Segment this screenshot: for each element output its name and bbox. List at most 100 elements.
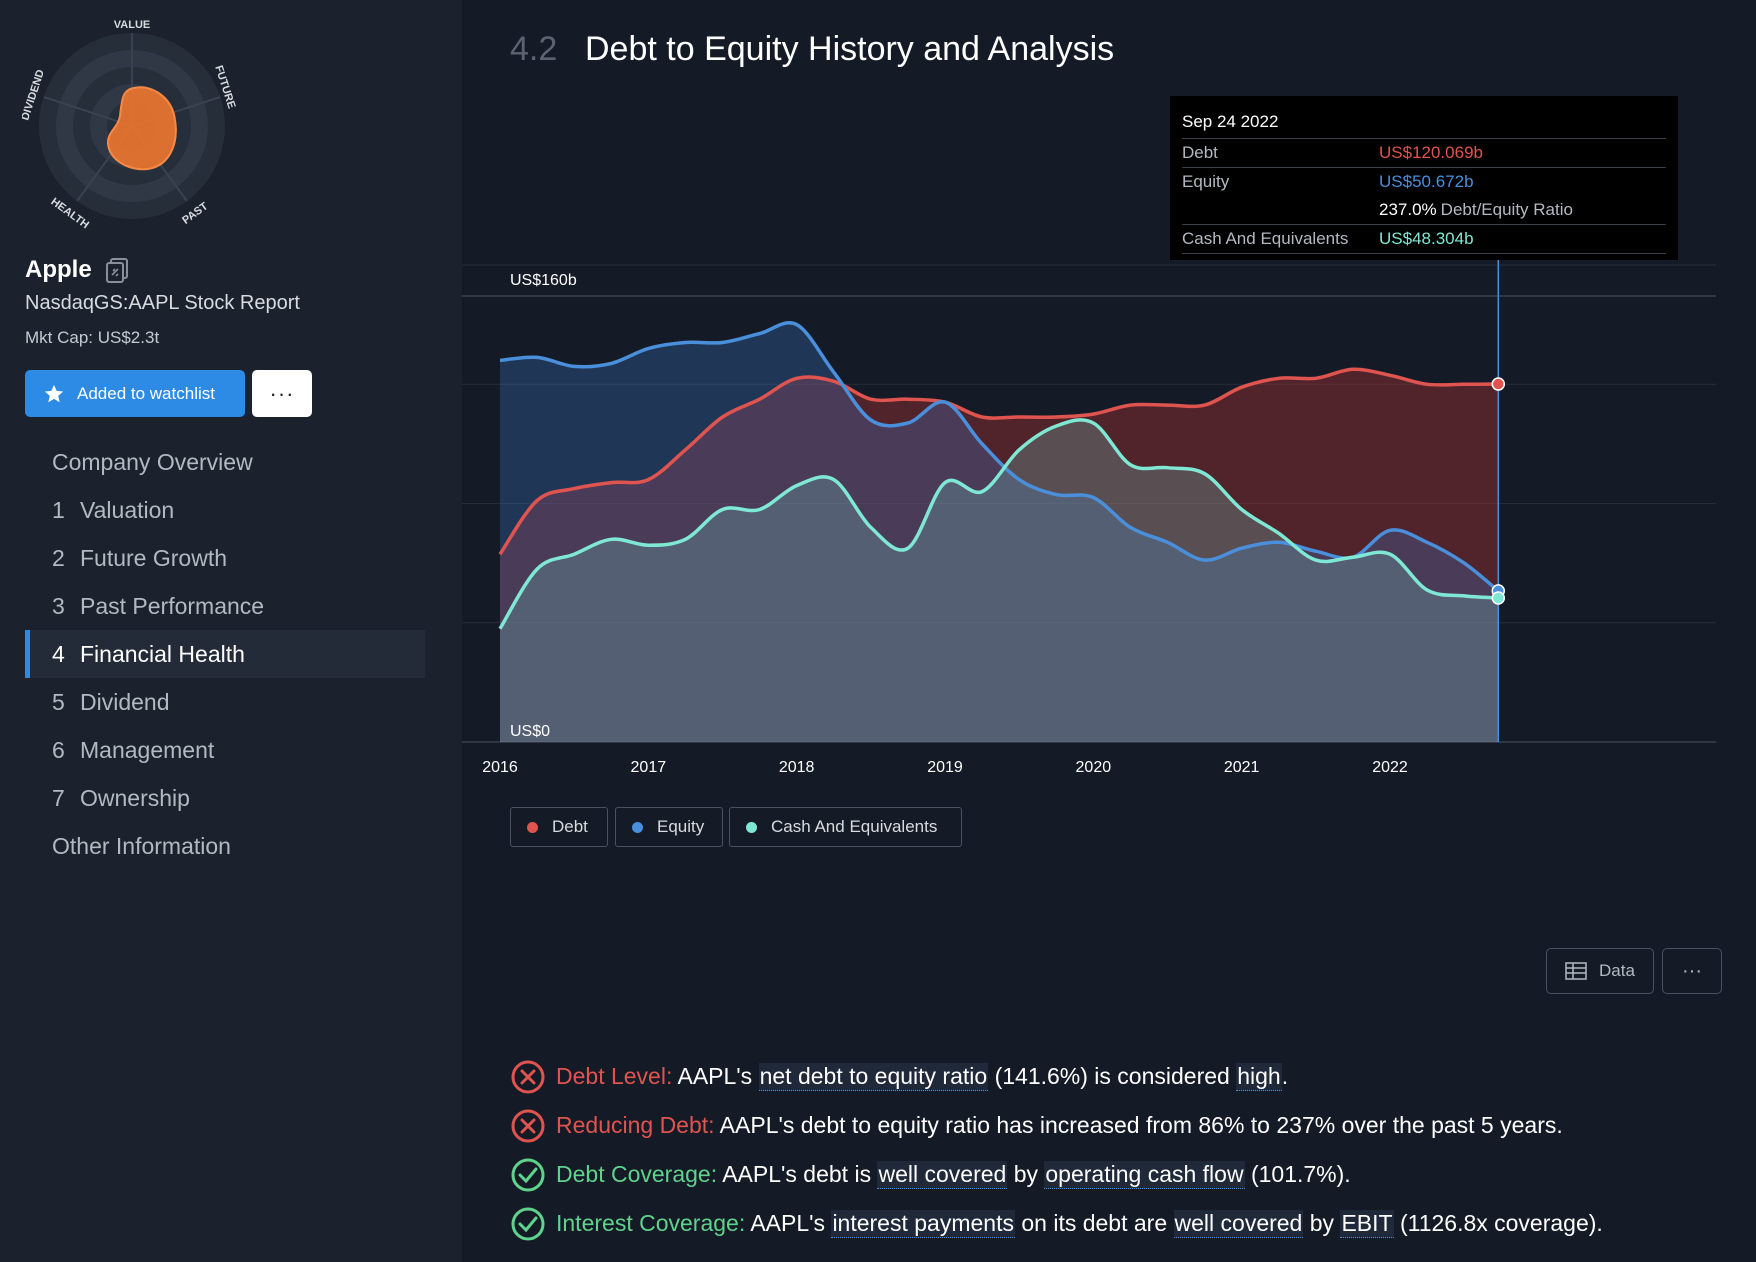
nav-item-number: 5 [52,688,65,715]
chart-more-button[interactable]: ··· [1662,948,1722,994]
check-text: AAPL's debt is [717,1161,878,1187]
x-circle-icon [511,1109,545,1142]
nav-item-label: Future Growth [80,544,227,571]
tooltip-ratio-value: 237.0% [1379,200,1437,219]
data-table-button[interactable]: Data [1546,948,1654,994]
check-text: by [1007,1161,1045,1187]
nav-item-number: 1 [52,496,65,523]
nav-item-number: 2 [52,544,65,571]
tooltip-debt-value: US$120.069b [1379,143,1483,162]
check-label: Reducing Debt: [556,1112,715,1138]
check-circle-icon [511,1207,545,1240]
snowflake-shape [106,86,177,171]
y-tick-label: US$160b [510,272,577,289]
nav-item-number: 6 [52,736,65,763]
star-icon [44,384,64,402]
legend-equity-dot [632,821,643,833]
nav-item-company-overview[interactable]: Company Overview [25,438,425,486]
copy-link-icon[interactable] [103,256,131,284]
nav-item-ownership[interactable]: 7 Ownership [25,774,425,822]
tooltip-cash-label: Cash And Equivalents [1182,229,1349,248]
watchlist-button[interactable]: Added to watchlist [25,370,245,417]
legend-debt[interactable]: Debt [510,807,608,847]
y-tick-label: US$0 [510,723,550,740]
check-label: Interest Coverage: [556,1210,746,1236]
legend-cash-dot [746,821,757,833]
nav-item-label: Ownership [80,784,190,811]
tooltip-cash-row: Cash And Equivalents US$48.304b [1182,225,1666,254]
area-debt [500,369,1499,742]
debt-equity-chart[interactable]: US$160b US$0 2016 2017 2018 2019 2020 2021 2022 [462,0,1756,790]
tooltip-debt-row: Debt US$120.069b [1182,139,1666,168]
nav-item-label: Valuation [80,496,175,523]
check-label: Debt Coverage: [556,1161,718,1187]
section-nav: Company Overview 1 Valuation 2 Future Growth… [25,438,425,870]
chart-tooltip: Sep 24 2022 Debt US$120.069b Equity US$5… [1170,96,1678,260]
legend-debt-label: Debt [552,817,588,836]
snowflake-label-value: VALUE [114,19,150,31]
check-text: AAPL's debt to equity ratio has increase… [714,1112,1563,1138]
data-button-label: Data [1599,961,1635,980]
tooltip-equity-label: Equity [1182,172,1230,191]
legend-equity-label: Equity [657,817,705,836]
market-cap: Mkt Cap: US$2.3t [25,328,160,347]
health-checks: Debt Level: AAPL's net debt to equity ra… [510,1052,1740,1248]
check-row: Reducing Debt: AAPL's debt to equity rat… [510,1101,1740,1150]
nav-item-dividend[interactable]: 5 Dividend [25,678,425,726]
nav-item-label: Company Overview [52,448,253,475]
x-tick-label: 2021 [1224,759,1260,776]
company-name: Apple [25,256,92,283]
section-number: 4.2 [510,30,558,68]
nav-item-past-performance[interactable]: 3 Past Performance [25,582,425,630]
nav-item-label: Financial Health [80,640,245,667]
check-text: AAPL's [745,1210,832,1236]
check-text: (1126.8x coverage). [1393,1210,1603,1236]
table-icon [1565,962,1587,980]
snowflake-chart: VALUE FUTURE PAST HEALTH DIVIDEND [22,19,237,231]
check-term-link[interactable]: interest payments [831,1209,1015,1238]
nav-item-future-growth[interactable]: 2 Future Growth [25,534,425,582]
nav-item-label: Other Information [52,832,231,859]
tooltip-date: Sep 24 2022 [1182,110,1666,139]
x-tick-label: 2016 [482,759,518,776]
more-options-button[interactable]: ··· [252,370,312,417]
check-term-link[interactable]: well covered [1173,1209,1304,1238]
check-row: Debt Coverage: AAPL's debt is well cover… [510,1150,1740,1199]
line-equity [499,321,1500,593]
watchlist-label: Added to watchlist [77,383,215,403]
end-point-debt [1491,377,1506,391]
line-debt [498,367,1499,556]
nav-item-label: Past Performance [80,592,265,619]
x-tick-label: 2020 [1076,759,1112,776]
nav-item-financial-health[interactable]: 4 Financial Health [25,630,425,678]
check-circle-icon [511,1158,545,1191]
check-term-link[interactable]: well covered [877,1160,1008,1189]
area-cash [500,419,1499,742]
nav-item-number: 4 [52,640,65,667]
check-text: AAPL's [672,1063,759,1089]
check-term-link[interactable]: EBIT [1340,1209,1394,1238]
check-term-link[interactable]: net debt to equity ratio [758,1062,989,1091]
legend-cash[interactable]: Cash And Equivalents [729,807,962,847]
check-term-link[interactable]: high [1236,1062,1282,1091]
nav-item-valuation[interactable]: 1 Valuation [25,486,425,534]
end-point-cash [1491,591,1506,605]
check-text: (141.6%) is considered [988,1063,1237,1089]
check-text: on its debt are [1014,1210,1174,1236]
x-tick-label: 2017 [631,759,667,776]
check-text: . [1281,1063,1289,1089]
x-tick-label: 2022 [1372,759,1408,776]
check-row: Interest Coverage: AAPL's interest payme… [510,1199,1740,1248]
check-term-link[interactable]: operating cash flow [1044,1160,1245,1189]
check-row: Debt Level: AAPL's net debt to equity ra… [510,1052,1740,1101]
legend-equity[interactable]: Equity [615,807,723,847]
x-circle-icon [511,1060,545,1093]
tooltip-ratio-label: Debt/Equity Ratio [1440,200,1573,219]
nav-item-other-information[interactable]: Other Information [25,822,425,870]
check-label: Debt Level: [556,1063,673,1089]
sidebar: VALUE FUTURE PAST HEALTH DIVIDEND Apple … [0,0,462,1262]
nav-item-management[interactable]: 6 Management [25,726,425,774]
check-text: (101.7%). [1244,1161,1351,1187]
check-text: by [1303,1210,1341,1236]
area-equity [500,322,1499,742]
